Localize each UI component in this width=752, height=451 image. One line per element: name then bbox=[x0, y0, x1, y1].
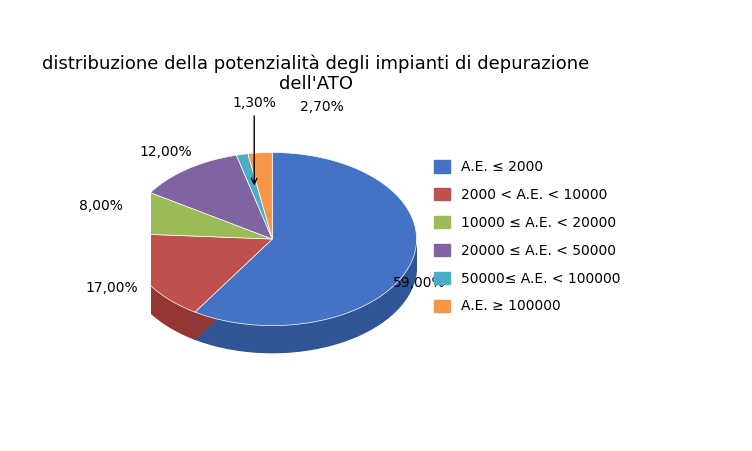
Text: distribuzione della potenzialità degli impianti di depurazione
dell'ATO: distribuzione della potenzialità degli i… bbox=[42, 54, 590, 93]
Polygon shape bbox=[195, 244, 417, 353]
Polygon shape bbox=[150, 155, 272, 239]
Text: 8,00%: 8,00% bbox=[79, 198, 123, 212]
Text: 59,00%: 59,00% bbox=[393, 276, 446, 290]
Polygon shape bbox=[236, 154, 272, 239]
Polygon shape bbox=[129, 193, 272, 239]
Polygon shape bbox=[195, 239, 272, 339]
Polygon shape bbox=[248, 152, 272, 239]
Text: 17,00%: 17,00% bbox=[85, 281, 138, 295]
Polygon shape bbox=[128, 234, 272, 312]
Polygon shape bbox=[195, 239, 272, 339]
Text: 12,00%: 12,00% bbox=[140, 144, 193, 158]
Legend: A.E. ≤ 2000, 2000 < A.E. < 10000, 10000 ≤ A.E. < 20000, 20000 ≤ A.E. < 50000, 50: A.E. ≤ 2000, 2000 < A.E. < 10000, 10000 … bbox=[428, 155, 626, 319]
Text: 1,30%: 1,30% bbox=[232, 97, 276, 184]
Polygon shape bbox=[195, 152, 417, 326]
Text: 2,70%: 2,70% bbox=[300, 101, 344, 115]
Polygon shape bbox=[128, 240, 195, 339]
